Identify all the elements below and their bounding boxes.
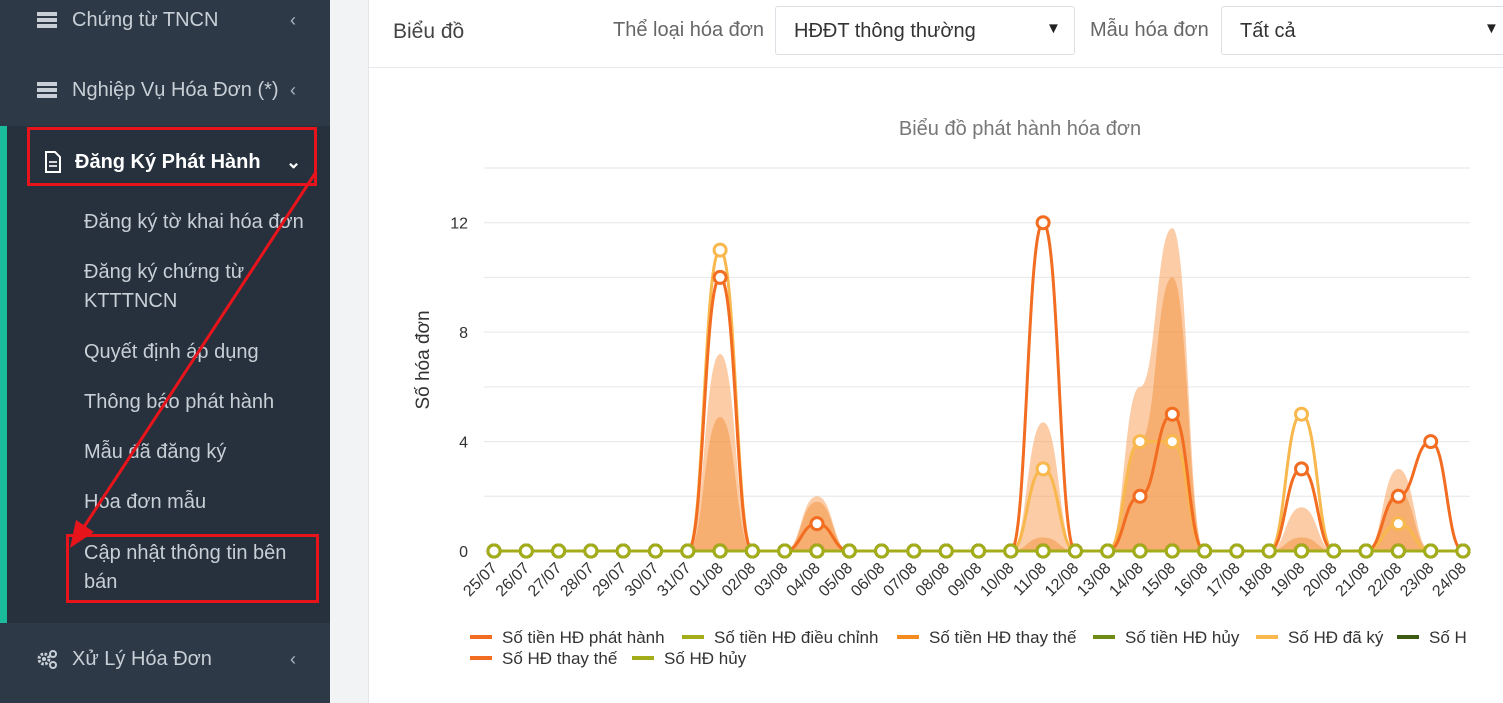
template-select[interactable]: Tất cả ▼ xyxy=(1221,6,1503,55)
document-icon xyxy=(45,151,61,173)
subitem-dang-ky-chung-tu[interactable]: Đăng ký chứng từ KTTTNCN xyxy=(84,261,245,312)
sidebar-item-nghiep-vu[interactable]: Nghiệp Vụ Hóa Đơn (*) ‹ xyxy=(0,76,330,104)
subitem-thong-bao[interactable]: Thông báo phát hành xyxy=(84,391,275,413)
caret-down-icon: ▼ xyxy=(1046,20,1061,37)
active-indicator xyxy=(0,126,7,623)
chevron-left-icon: ‹ xyxy=(290,9,296,30)
template-value: Tất cả xyxy=(1240,20,1296,42)
gears-icon xyxy=(37,650,57,669)
highlight-box-dang-ky xyxy=(27,127,317,186)
subitem-hoa-don-mau[interactable]: Hóa đơn mẫu xyxy=(84,491,207,513)
sidebar-item-label: Đăng Ký Phát Hành xyxy=(75,150,261,173)
chart-panel: Biểu đồ Thể loại hóa đơn HĐĐT thông thườ… xyxy=(368,0,1503,703)
sidebar-item-chung-tu-tncn[interactable]: Chứng từ TNCN ‹ xyxy=(0,6,330,34)
subitem-mau-da-dang-ky[interactable]: Mẫu đã đăng ký xyxy=(84,441,227,463)
chevron-left-icon: ‹ xyxy=(290,648,296,669)
page-title: Biểu đồ xyxy=(393,20,465,43)
sidebar-item-label: Nghiệp Vụ Hóa Đơn (*) xyxy=(72,78,279,101)
main-content: Biểu đồ Thể loại hóa đơn HĐĐT thông thườ… xyxy=(330,0,1503,703)
subitem-quyet-dinh[interactable]: Quyết định áp dụng xyxy=(84,341,259,363)
subitem-dang-ky-to-khai[interactable]: Đăng ký tờ khai hóa đơn xyxy=(84,211,304,233)
toolbar: Biểu đồ Thể loại hóa đơn HĐĐT thông thườ… xyxy=(369,0,1503,68)
template-label: Mẫu hóa đơn xyxy=(1090,19,1209,41)
chevron-down-icon: ⌄ xyxy=(286,151,302,172)
chevron-left-icon: ‹ xyxy=(290,79,296,100)
highlight-box-cap-nhat xyxy=(66,534,319,603)
sidebar-item-dang-ky-phat-hanh[interactable]: Đăng Ký Phát Hành ⌄ xyxy=(0,147,330,177)
server-icon xyxy=(37,12,57,28)
subitem-cap-nhat-thong-tin[interactable]: Cập nhật thông tin bên bán xyxy=(84,542,287,593)
invoice-type-label: Thể loại hóa đơn xyxy=(613,19,764,41)
invoice-type-select[interactable]: HĐĐT thông thường ▼ xyxy=(775,6,1075,55)
invoice-type-value: HĐĐT thông thường xyxy=(794,20,976,42)
sidebar: Chứng từ TNCN ‹ Nghiệp Vụ Hóa Đơn (*) ‹ … xyxy=(0,0,330,703)
server-icon xyxy=(37,82,57,98)
sidebar-item-label: Chứng từ TNCN xyxy=(72,8,219,31)
caret-down-icon: ▼ xyxy=(1484,20,1499,37)
sidebar-item-xu-ly-hoa-don[interactable]: Xử Lý Hóa Đơn ‹ xyxy=(0,644,330,674)
sidebar-item-label: Xử Lý Hóa Đơn xyxy=(72,647,212,670)
